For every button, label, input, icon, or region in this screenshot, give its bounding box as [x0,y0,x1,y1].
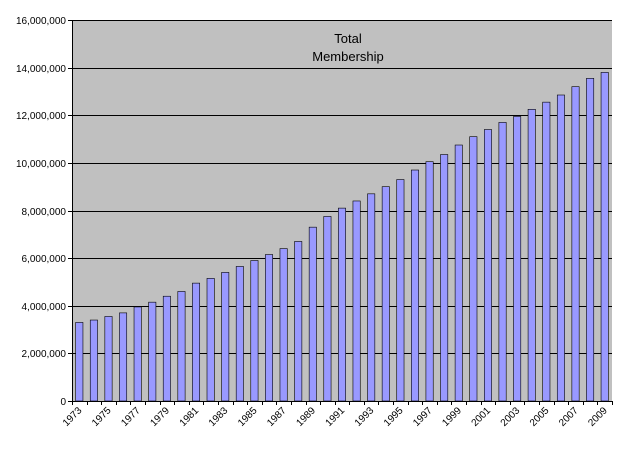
bar-1989 [308,226,317,402]
x-tick-label: 2007 [557,405,581,429]
bar-1973 [75,322,84,402]
bar-1984 [235,266,244,402]
bar-1979 [162,295,171,402]
bar-1999 [454,144,463,402]
bar-1993 [367,193,376,402]
chart-title-line-2: Membership [312,49,384,64]
bars [75,72,609,402]
x-tick-label: 1977 [119,405,143,429]
y-tick-label: 4,000,000 [22,302,67,313]
bar-2004 [527,109,536,402]
bar-2009 [600,72,609,402]
bar-1998 [440,154,449,402]
bar-1978 [148,301,157,402]
x-tick-label: 2001 [470,405,494,429]
x-axis-ticks: 1973 1975 1977 1979 1981 1983 1985 1987 1989 1991… [61,401,613,429]
x-tick-label: 1981 [178,405,202,429]
bar-1985 [250,260,259,402]
x-tick-label: 1983 [207,405,231,429]
bar-1976 [119,312,128,402]
y-axis-ticks: 0 2,000,000 4,000,000 6,000,000 8,000,000 10,… [16,16,72,408]
bar-2003 [513,116,522,402]
x-tick-label: 1975 [90,405,114,429]
bar-1987 [279,248,288,402]
y-tick-label: 2,000,000 [22,349,67,360]
x-tick-label: 1979 [148,405,172,429]
x-tick-label: 1991 [324,405,348,429]
x-tick-label: 1999 [440,405,464,429]
bar-1994 [381,186,390,402]
bar-2002 [498,122,507,402]
x-tick-label: 1973 [61,405,85,429]
bar-2007 [571,86,580,402]
x-tick-label: 2009 [586,405,610,429]
bar-1988 [294,241,303,402]
bar-1991 [338,207,346,402]
x-tick-label: 1989 [294,405,318,429]
x-tick-label: 2005 [528,405,552,429]
x-tick-label: 1993 [353,405,377,429]
bar-1975 [104,316,113,402]
bar-2000 [469,136,478,402]
x-tick-label: 1985 [236,405,260,429]
bar-1983 [221,272,230,402]
y-tick-label: 10,000,000 [16,159,66,170]
bar-1992 [352,200,361,402]
bar-2005 [542,101,551,402]
bar-2001 [483,129,492,402]
bar-1995 [396,179,405,402]
y-tick-label: 16,000,000 [16,16,66,27]
bar-1980 [177,291,186,402]
bar-1974 [89,319,98,402]
bar-2006 [556,94,565,402]
bar-1996 [411,169,419,402]
bar-1981 [192,282,201,402]
bar-1997 [425,161,434,402]
x-tick-label: 2003 [499,405,523,429]
x-tick-label: 1997 [411,405,435,429]
axes [72,20,612,402]
y-tick-label: 0 [60,397,66,408]
chart-title-line-1: Total [334,31,362,46]
x-tick-label: 1995 [382,405,406,429]
bar-1977 [133,306,142,402]
y-tick-label: 14,000,000 [16,64,66,75]
x-tick-label: 1987 [265,405,289,429]
y-tick-label: 12,000,000 [16,111,66,122]
y-tick-label: 6,000,000 [22,254,67,265]
bar-1986 [265,254,273,402]
bar-1982 [206,278,215,402]
y-tick-label: 8,000,000 [22,207,67,218]
bar-1990 [323,216,332,402]
bar-2008 [586,78,595,402]
